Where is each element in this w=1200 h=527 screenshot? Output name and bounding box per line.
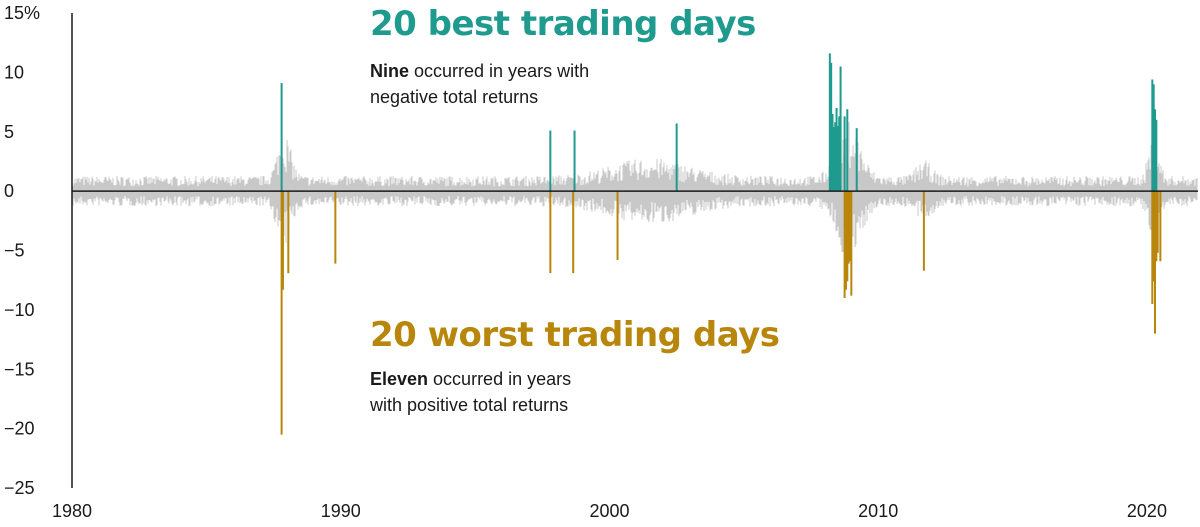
worst-days-title: 20 worst trading days bbox=[370, 315, 780, 355]
y-tick-label: −10 bbox=[4, 300, 35, 320]
x-tick-label: 2010 bbox=[858, 501, 898, 521]
x-axis-ticks: 1980 1990 2000 2010 2020 bbox=[52, 501, 1167, 521]
best-days-count: Nine bbox=[370, 61, 410, 81]
y-tick-label: −25 bbox=[4, 478, 35, 498]
best-days-series bbox=[280, 53, 1158, 192]
best-days-note: Nine occurred in years with negative tot… bbox=[370, 58, 690, 110]
worst-days-count: Eleven bbox=[370, 369, 429, 389]
y-tick-label: 15% bbox=[4, 3, 40, 23]
best-days-title: 20 best trading days bbox=[370, 4, 756, 44]
worst-days-note-line2: with positive total returns bbox=[370, 395, 569, 415]
x-tick-label: 2000 bbox=[589, 501, 629, 521]
x-tick-label: 2020 bbox=[1127, 501, 1167, 521]
best-days-note-line1: occurred in years with bbox=[409, 61, 590, 81]
worst-days-note: Eleven occurred in years with positive t… bbox=[370, 366, 690, 418]
y-tick-label: 10 bbox=[4, 62, 24, 82]
y-tick-label: 5 bbox=[4, 122, 14, 142]
x-tick-label: 1990 bbox=[321, 501, 361, 521]
x-tick-label: 1980 bbox=[52, 501, 92, 521]
worst-days-series bbox=[280, 191, 1162, 435]
y-tick-label: −15 bbox=[4, 359, 35, 379]
best-days-note-line2: negative total returns bbox=[370, 87, 539, 107]
y-tick-label: −20 bbox=[4, 419, 35, 439]
y-axis-ticks: 15% 10 5 0 −5 −10 −15 −20 −25 bbox=[4, 3, 40, 498]
y-tick-label: 0 bbox=[4, 181, 14, 201]
worst-days-note-line1: occurred in years bbox=[428, 369, 572, 389]
y-tick-label: −5 bbox=[4, 241, 25, 261]
